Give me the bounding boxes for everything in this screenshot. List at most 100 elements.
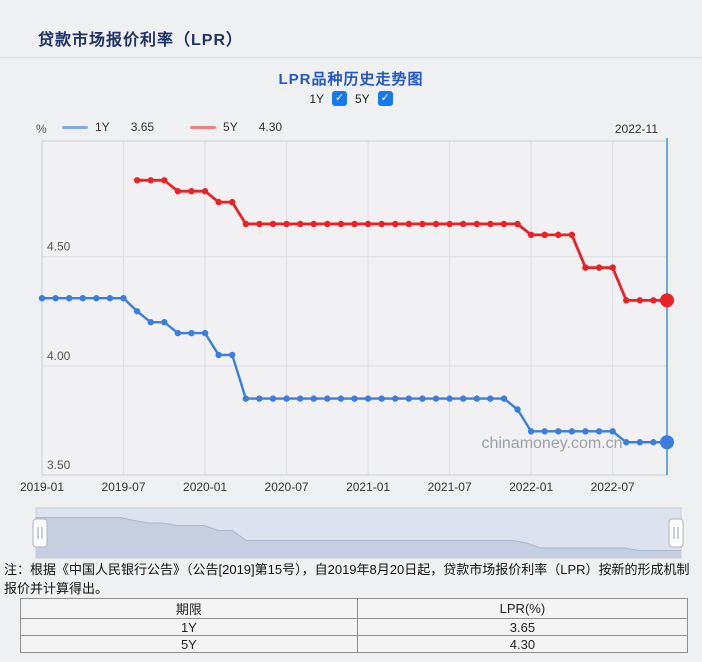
data-point-1y [120,294,127,302]
data-point-1y [446,395,453,402]
data-point-1y [296,395,304,402]
data-point-1y [419,395,426,402]
y-tick-label: 4.50 [47,240,71,254]
legend-value-5y: 4.30 [258,120,283,134]
data-point-5y [283,220,290,228]
line-swatch-1y-icon [62,125,88,129]
table-cell-term-5y: 5Y [20,635,358,653]
data-point-5y [636,297,644,304]
y-axis-unit-label: % [36,122,47,136]
data-zoom-handle-right[interactable] [668,518,684,548]
data-point-5y [256,220,263,228]
data-point-5y [310,220,317,228]
data-point-1y [555,428,562,435]
header-divider [0,57,702,58]
legend-row: % 1Y 3.65 5Y 4.30 2022-11 [0,120,702,138]
series-toggles: 1Y 5Y [0,91,702,106]
data-point-5y [446,220,453,228]
data-point-1y [174,329,182,337]
data-point-5y [324,220,331,228]
data-point-5y [568,231,576,239]
table-row: 5Y 4.30 [20,635,689,653]
data-point-5y [432,220,440,228]
data-point-1y [256,395,263,402]
footnote: 注：根据《中国人民银行公告》（公告[2019]第15号），自2019年8月20日… [4,562,690,596]
data-point-5y [378,220,385,228]
data-point-1y [595,428,603,435]
data-point-1y [527,428,535,435]
x-tick-label: 2020-01 [183,480,227,494]
data-point-5y [527,231,535,239]
data-point-5y [405,220,413,228]
data-point-1y [405,395,413,402]
data-point-1y [459,395,467,402]
legend: 1Y 3.65 5Y 4.30 [62,120,282,134]
data-zoom-outline [36,517,681,551]
data-point-1y [52,294,59,302]
data-point-5y [133,177,141,184]
checkbox-1y[interactable] [332,91,347,106]
data-point-5y [459,220,467,228]
checkbox-5y[interactable] [377,91,393,106]
data-point-5y [242,220,250,228]
data-point-1y [283,395,290,402]
data-point-5y [555,231,562,239]
data-point-1y [93,294,100,302]
y-tick-label: 4.00 [47,349,71,363]
data-point-1y [541,428,548,435]
table-header-term: 期限 [20,598,358,619]
data-point-5y [147,177,154,184]
data-point-1y [38,294,46,302]
data-point-1y [324,395,331,402]
plot-area [42,141,667,475]
data-zoom-handle-left[interactable] [32,518,48,548]
toggle-label-1y: 1Y [309,91,324,106]
data-point-1y [392,395,399,402]
data-point-5y [351,220,358,228]
table-cell-term-1y: 1Y [20,618,358,636]
data-point-1y [432,395,440,402]
data-point-1y [487,395,494,402]
data-point-1y [215,351,222,359]
data-point-5y [623,297,630,304]
data-point-1y [650,439,657,446]
data-point-1y [188,329,195,337]
data-point-1y [201,329,209,337]
current-period-label: 2022-11 [614,122,658,136]
series-line-5y [135,178,669,302]
current-data-point-5y [660,293,674,308]
data-point-5y [161,177,168,184]
data-point-5y [419,220,426,228]
data-point-1y [65,294,73,302]
data-point-1y [310,395,317,402]
x-tick-label: 2019-01 [20,480,64,494]
data-point-5y [229,198,236,206]
data-point-5y [188,188,195,195]
legend-label-1y: 1Y [95,120,110,134]
data-point-5y [392,220,399,228]
x-tick-label: 2019-07 [101,480,145,494]
table-header-row: 期限 LPR(%) [20,598,689,619]
data-point-1y [568,428,576,435]
x-tick-label: 2020-07 [265,480,309,494]
page-title: 贷款市场报价利率（LPR） [38,32,244,49]
data-point-1y [106,294,114,302]
data-point-5y [650,297,657,304]
data-point-5y [174,188,182,195]
data-point-5y [215,198,222,206]
data-point-5y [582,264,589,271]
y-tick-label: 3.50 [47,458,71,472]
data-point-1y [351,395,358,402]
data-point-1y [269,395,277,402]
x-tick-label: 2022-07 [591,480,635,494]
legend-item-5y[interactable]: 5Y 4.30 [190,120,282,134]
legend-item-1y[interactable]: 1Y 3.65 [62,120,154,134]
data-point-1y [161,318,168,326]
chart-title: LPR品种历史走势图 [278,71,424,88]
lpr-summary-table: 期限 LPR(%) 1Y 3.65 5Y 4.30 [20,598,689,653]
data-point-5y [269,220,277,228]
data-point-1y [473,395,480,402]
data-point-5y [487,220,494,228]
data-point-1y [79,294,86,302]
